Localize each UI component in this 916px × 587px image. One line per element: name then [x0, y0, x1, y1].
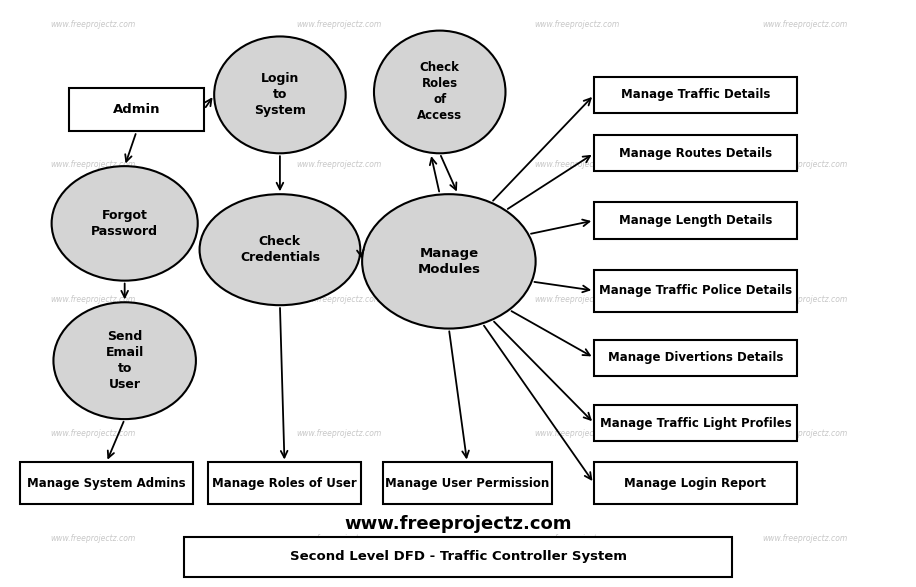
FancyBboxPatch shape	[594, 269, 797, 312]
Text: www.freeprojectz.com: www.freeprojectz.com	[534, 21, 619, 29]
Text: www.freeprojectz.com: www.freeprojectz.com	[50, 21, 136, 29]
FancyBboxPatch shape	[19, 463, 193, 504]
Text: Check
Roles
of
Access: Check Roles of Access	[417, 62, 463, 123]
Text: www.freeprojectz.com: www.freeprojectz.com	[762, 160, 847, 170]
Ellipse shape	[53, 302, 196, 419]
Text: www.freeprojectz.com: www.freeprojectz.com	[50, 534, 136, 544]
Text: Login
to
System: Login to System	[254, 72, 306, 117]
Text: www.freeprojectz.com: www.freeprojectz.com	[297, 160, 382, 170]
Text: www.freeprojectz.com: www.freeprojectz.com	[297, 295, 382, 304]
Text: Manage Traffic Light Profiles: Manage Traffic Light Profiles	[600, 417, 791, 430]
FancyBboxPatch shape	[383, 463, 551, 504]
Text: Manage
Modules: Manage Modules	[418, 247, 480, 276]
FancyBboxPatch shape	[594, 405, 797, 441]
Text: www.freeprojectz.com: www.freeprojectz.com	[762, 21, 847, 29]
Text: Manage System Admins: Manage System Admins	[27, 477, 186, 490]
Text: www.freeprojectz.com: www.freeprojectz.com	[534, 534, 619, 544]
Text: Manage Traffic Details: Manage Traffic Details	[621, 89, 770, 102]
Text: Manage Roles of User: Manage Roles of User	[213, 477, 357, 490]
Text: Send
Email
to
User: Send Email to User	[105, 330, 144, 391]
FancyBboxPatch shape	[594, 77, 797, 113]
Text: Manage Login Report: Manage Login Report	[625, 477, 767, 490]
Text: www.freeprojectz.com: www.freeprojectz.com	[762, 429, 847, 438]
Text: www.freeprojectz.com: www.freeprojectz.com	[534, 295, 619, 304]
Text: Admin: Admin	[113, 103, 160, 116]
Text: www.freeprojectz.com: www.freeprojectz.com	[344, 515, 572, 533]
FancyBboxPatch shape	[594, 135, 797, 171]
Text: Second Level DFD - Traffic Controller System: Second Level DFD - Traffic Controller Sy…	[289, 551, 627, 564]
Text: Forgot
Password: Forgot Password	[92, 209, 158, 238]
Text: Manage Length Details: Manage Length Details	[618, 214, 772, 227]
Text: www.freeprojectz.com: www.freeprojectz.com	[534, 160, 619, 170]
Text: www.freeprojectz.com: www.freeprojectz.com	[50, 160, 136, 170]
Ellipse shape	[374, 31, 506, 153]
FancyBboxPatch shape	[184, 537, 732, 577]
Text: www.freeprojectz.com: www.freeprojectz.com	[50, 429, 136, 438]
Text: Check
Credentials: Check Credentials	[240, 235, 320, 264]
Text: www.freeprojectz.com: www.freeprojectz.com	[762, 534, 847, 544]
Text: Manage Divertions Details: Manage Divertions Details	[607, 351, 783, 365]
FancyBboxPatch shape	[594, 463, 797, 504]
Ellipse shape	[214, 36, 345, 153]
Text: Manage User Permission: Manage User Permission	[385, 477, 550, 490]
Ellipse shape	[200, 194, 360, 305]
Ellipse shape	[362, 194, 536, 329]
Text: www.freeprojectz.com: www.freeprojectz.com	[50, 295, 136, 304]
Text: www.freeprojectz.com: www.freeprojectz.com	[762, 295, 847, 304]
Text: www.freeprojectz.com: www.freeprojectz.com	[534, 429, 619, 438]
Text: www.freeprojectz.com: www.freeprojectz.com	[297, 534, 382, 544]
FancyBboxPatch shape	[208, 463, 361, 504]
Text: Manage Routes Details: Manage Routes Details	[619, 147, 772, 160]
Text: www.freeprojectz.com: www.freeprojectz.com	[297, 21, 382, 29]
Text: Manage Traffic Police Details: Manage Traffic Police Details	[599, 284, 792, 297]
FancyBboxPatch shape	[594, 340, 797, 376]
Text: www.freeprojectz.com: www.freeprojectz.com	[297, 429, 382, 438]
FancyBboxPatch shape	[594, 203, 797, 238]
FancyBboxPatch shape	[69, 87, 204, 131]
Ellipse shape	[51, 166, 198, 281]
